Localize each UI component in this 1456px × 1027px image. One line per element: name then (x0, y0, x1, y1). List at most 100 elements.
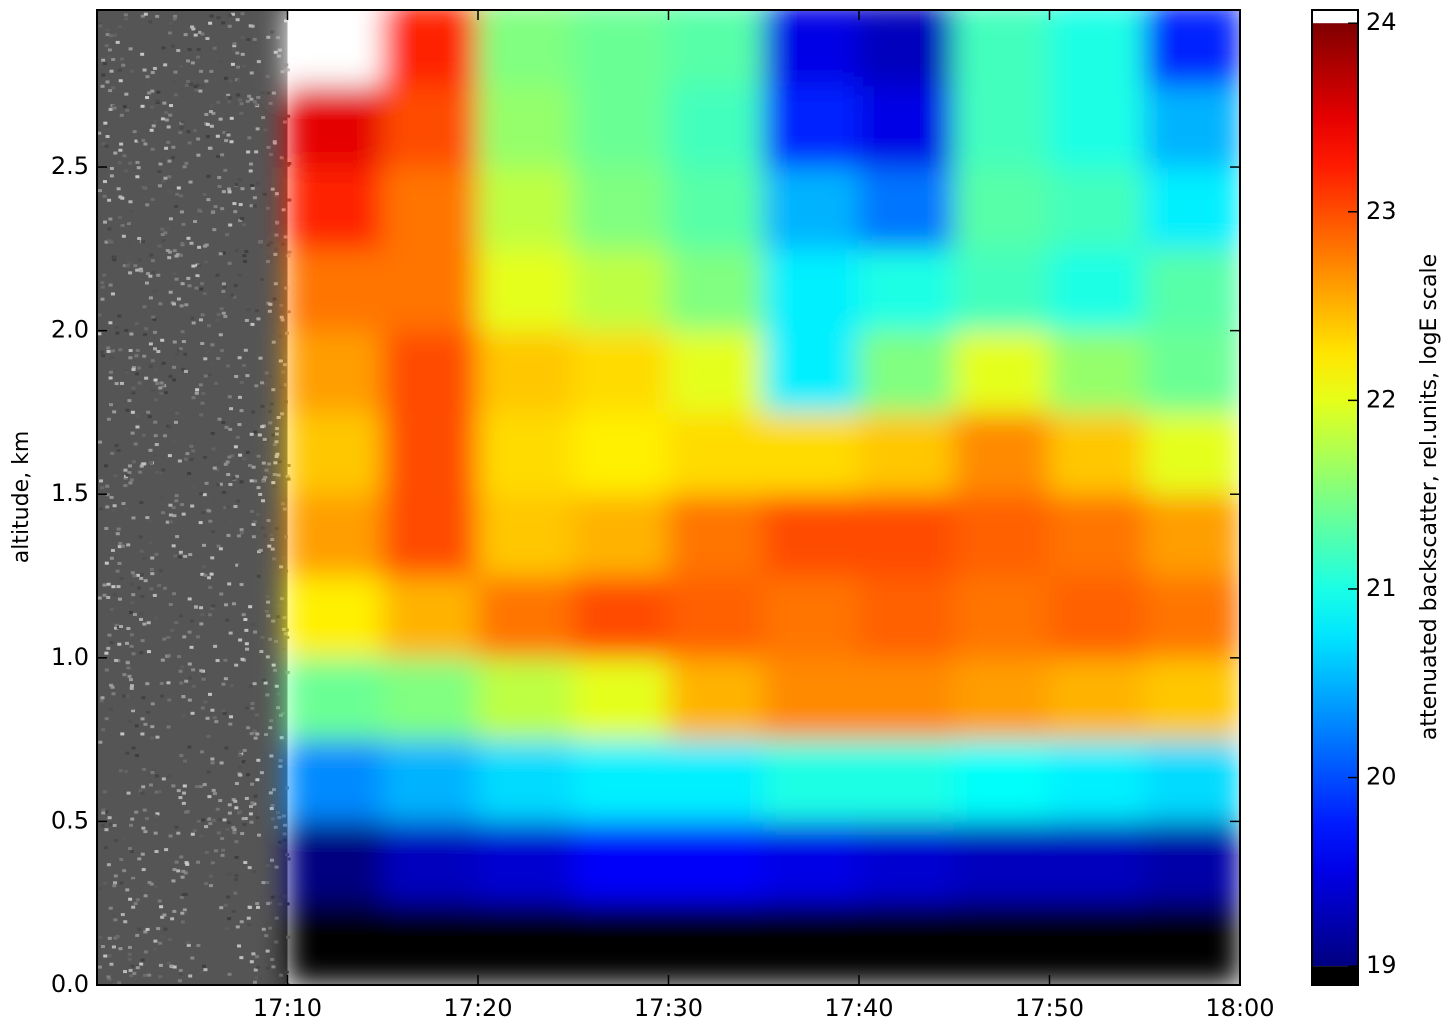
noise-speck (212, 228, 216, 231)
noise-speck (224, 77, 228, 80)
noise-speck (269, 153, 273, 156)
noise-speck (153, 289, 157, 292)
noise-speck (179, 969, 183, 972)
noise-speck (228, 190, 232, 193)
noise-speck (182, 714, 186, 717)
noise-speck (155, 382, 159, 385)
noise-speck (168, 938, 172, 941)
noise-speck (144, 579, 148, 582)
noise-speck (125, 752, 129, 755)
heatmap-cell (573, 3, 669, 86)
noise-speck (128, 946, 132, 949)
noise-speck (221, 290, 225, 293)
noise-speck (283, 508, 287, 511)
heatmap-cell (1049, 248, 1145, 331)
noise-speck (184, 33, 188, 36)
noise-speck (109, 403, 113, 406)
noise-speck (157, 170, 161, 173)
noise-speck (269, 791, 273, 794)
noise-speck (218, 818, 222, 821)
noise-speck (169, 965, 173, 968)
noise-speck (184, 370, 188, 373)
noise-speck (256, 759, 260, 762)
noise-speck (189, 83, 193, 86)
noise-speck (158, 790, 162, 793)
noise-speck (279, 565, 283, 568)
heatmap-cell (763, 494, 859, 577)
noise-speck (162, 638, 166, 641)
noise-speck (130, 601, 134, 604)
noise-speck (122, 154, 126, 157)
noise-speck (233, 505, 237, 508)
noise-speck (196, 137, 200, 140)
noise-speck (100, 486, 104, 489)
noise-speck (167, 125, 171, 128)
noise-speck (163, 587, 167, 590)
noise-speck (203, 245, 207, 248)
noise-speck (167, 256, 171, 259)
noise-speck (163, 63, 167, 66)
noise-speck (238, 750, 242, 753)
noise-speck (126, 661, 130, 664)
noise-speck (136, 898, 140, 901)
noise-speck (191, 833, 195, 836)
noise-speck (268, 927, 272, 930)
noise-speck (225, 619, 229, 622)
noise-speck (256, 816, 260, 819)
noise-speck (107, 350, 111, 353)
noise-speck (140, 732, 144, 735)
noise-speck (188, 553, 192, 556)
noise-speck (167, 175, 171, 178)
noise-speck (269, 719, 273, 722)
noise-speck (98, 936, 102, 939)
noise-speck (190, 317, 194, 320)
noise-speck (237, 423, 241, 426)
noise-speck (266, 207, 270, 210)
noise-speck (273, 228, 277, 231)
noise-speck (251, 952, 255, 955)
noise-speck (203, 968, 207, 971)
noise-speck (281, 243, 285, 246)
noise-speck (100, 281, 104, 284)
noise-speck (273, 485, 277, 488)
noise-speck (103, 955, 107, 958)
noise-speck (113, 881, 117, 884)
noise-speck (238, 454, 242, 457)
noise-speck (124, 507, 128, 510)
noise-speck (280, 412, 284, 415)
noise-speck (274, 248, 278, 251)
heatmap-cell (382, 412, 478, 495)
noise-speck (139, 577, 143, 580)
noise-speck (281, 318, 285, 321)
noise-speck (162, 180, 166, 183)
noise-speck (242, 823, 246, 826)
noise-speck (137, 586, 141, 589)
noise-speck (227, 917, 231, 920)
noise-speck (236, 66, 240, 69)
heatmap-cell (1144, 739, 1240, 822)
noise-speck (105, 717, 109, 720)
noise-speck (108, 89, 112, 92)
heatmap-cell (573, 85, 669, 168)
noise-speck (262, 928, 266, 931)
noise-speck (125, 642, 129, 645)
noise-speck (255, 733, 259, 736)
noise-speck (160, 682, 164, 685)
noise-speck (232, 423, 236, 426)
noise-speck (263, 438, 267, 441)
noise-speck (112, 914, 116, 917)
noise-speck (181, 120, 185, 123)
noise-speck (116, 585, 120, 588)
colorbar-tick-label: 22 (1366, 385, 1397, 413)
noise-speck (146, 711, 150, 714)
noise-speck (274, 51, 278, 54)
noise-speck (139, 535, 143, 538)
noise-speck (270, 807, 274, 810)
noise-speck (264, 469, 268, 472)
noise-speck (228, 25, 232, 28)
noise-speck (203, 783, 207, 786)
noise-speck (272, 788, 276, 791)
noise-speck (203, 701, 207, 704)
noise-speck (108, 357, 112, 360)
noise-speck (216, 101, 220, 104)
